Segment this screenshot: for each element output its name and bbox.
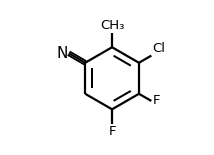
Text: CH₃: CH₃ (100, 19, 124, 32)
Text: F: F (108, 125, 116, 138)
Text: N: N (57, 46, 68, 61)
Text: Cl: Cl (152, 42, 165, 55)
Text: F: F (153, 94, 160, 107)
